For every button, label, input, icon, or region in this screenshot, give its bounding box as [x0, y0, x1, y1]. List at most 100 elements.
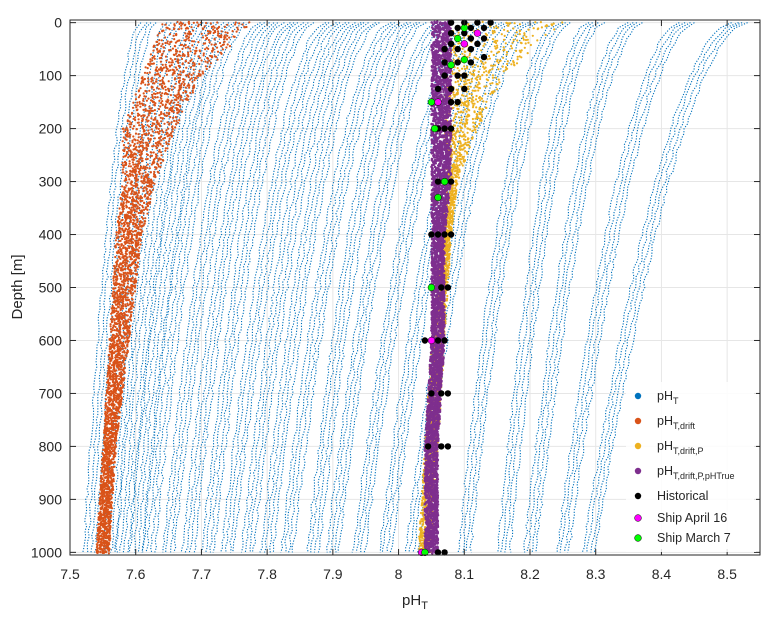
ph-t-drift-point [138, 250, 140, 252]
ph-t-drift-point [125, 185, 127, 187]
ph-t-drift-point [162, 118, 164, 120]
ph-t-drift-point [103, 513, 105, 515]
ph-t-drift-point [171, 130, 173, 132]
ph-t-drift-point [165, 129, 167, 131]
ph-t-drift-point [126, 345, 128, 347]
ph-t-drift-point [162, 64, 164, 66]
ph-t-drift-point [126, 250, 128, 252]
ph-t-drift-p-point [471, 138, 473, 140]
ph-t-drift-p-point [453, 204, 455, 206]
ph-t-drift-point [153, 123, 155, 125]
ph-t-drift-point [100, 478, 102, 480]
ph-t-drift-point [136, 208, 138, 210]
ph-t-drift-point [123, 327, 125, 329]
ph-t-drift-point [196, 21, 198, 23]
ph-t-drift-point [99, 511, 101, 513]
ph-t-drift-point [179, 23, 181, 25]
ph-t-drift-point [124, 146, 126, 148]
ph-t-drift-p-point [507, 25, 509, 27]
ph-t-drift-point [213, 32, 215, 34]
ph-t-drift-p-point [482, 45, 484, 47]
ph-t-drift-point [124, 243, 126, 245]
ph-t-drift-p-point [467, 138, 469, 140]
ph-t-drift-point [119, 258, 121, 260]
ph-t-drift-point [168, 70, 170, 72]
ph-t-drift-point [168, 80, 170, 82]
ph-t-drift-point [124, 352, 126, 354]
ph-t-drift-p-point [463, 65, 465, 67]
ph-t-drift-point [177, 77, 179, 79]
ph-t-drift-point [123, 305, 125, 307]
ph-t-drift-point [147, 133, 149, 135]
ph-t-drift-p-point [467, 108, 469, 110]
ph-t-drift-point [134, 163, 136, 165]
ph-t-drift-point [112, 400, 114, 402]
ph-t-drift-point [127, 231, 129, 233]
ph-t-drift-point [159, 137, 161, 139]
ph-t-drift-point [151, 57, 153, 59]
ph-t-drift-point [173, 38, 175, 40]
ph-t-drift-point [128, 327, 130, 329]
ph-t-drift-point [146, 72, 148, 74]
ph-t-drift-point [147, 129, 149, 131]
ph-t-drift-point [169, 33, 171, 35]
ph-t-drift-point [182, 99, 184, 101]
ph-t-drift-point [167, 135, 169, 137]
ph-t-drift-point [108, 492, 110, 494]
ph-t-drift-point [216, 21, 218, 23]
ph-t-drift-point [141, 182, 143, 184]
ph-t-drift-point [155, 125, 157, 127]
ph-t-drift-point [100, 496, 102, 498]
ph-t-drift-p-point [503, 29, 505, 31]
ph-t-drift-point [129, 175, 131, 177]
ph-t-drift-point [139, 169, 141, 171]
ph-t-drift-p-point [449, 218, 451, 220]
ph-t-drift-point [158, 132, 160, 134]
ph-t-drift-p-point [492, 74, 494, 76]
ph-t-drift-point [150, 53, 152, 55]
ph-t-drift-point [101, 524, 103, 526]
ph-t-drift-point [122, 379, 124, 381]
ph-t-drift-point [201, 59, 203, 61]
ph-t-drift-point [120, 273, 122, 275]
ph-t-drift-p-point [453, 207, 455, 209]
ph-t-drift-point [155, 168, 157, 170]
ph-t-drift-p-point [520, 51, 522, 53]
ph-t-drift-point [168, 122, 170, 124]
ph-t-drift-point [126, 320, 128, 322]
ph-t-drift-p-point [457, 108, 459, 110]
ph-t-drift-point [160, 102, 162, 104]
ph-t-drift-point [185, 60, 187, 62]
ph-t-drift-point [110, 339, 112, 341]
ph-t-drift-p-point [458, 135, 460, 137]
ph-t-drift-point [127, 229, 129, 231]
ph-t-drift-p-point [537, 28, 539, 30]
ph-t-drift-point [113, 341, 115, 343]
ph-t-drift-point [144, 195, 146, 197]
ph-t-drift-point [108, 430, 110, 432]
ph-t-drift-point [160, 57, 162, 59]
ph-t-drift-point [124, 138, 126, 140]
ph-t-drift-p-point [472, 130, 474, 132]
ph-t-drift-point [129, 269, 131, 271]
ph-t-drift-p-point [490, 65, 492, 67]
ph-t-drift-p-point [455, 149, 457, 151]
ph-t-drift-point [152, 97, 154, 99]
ph-t-drift-p-point [479, 99, 481, 101]
ph-t-drift-point [114, 362, 116, 364]
ph-t-drift-point [117, 306, 119, 308]
ph-t-drift-point [139, 103, 141, 105]
ph-t-drift-point [117, 330, 119, 332]
ph-t-drift-point [125, 355, 127, 357]
ph-t-drift-p-point [503, 46, 505, 48]
ph-t-drift-point [127, 182, 129, 184]
ph-t-drift-point [112, 370, 114, 372]
ph-t-drift-p-point [462, 48, 464, 50]
ph-t-drift-point [185, 36, 187, 38]
ph-t-drift-point [131, 173, 133, 175]
ph-t-drift-point [140, 240, 142, 242]
ph-t-drift-p-point [510, 45, 512, 47]
ph-t-drift-point [112, 444, 114, 446]
ph-t-drift-point [116, 237, 118, 239]
ph-t-drift-point [167, 40, 169, 42]
